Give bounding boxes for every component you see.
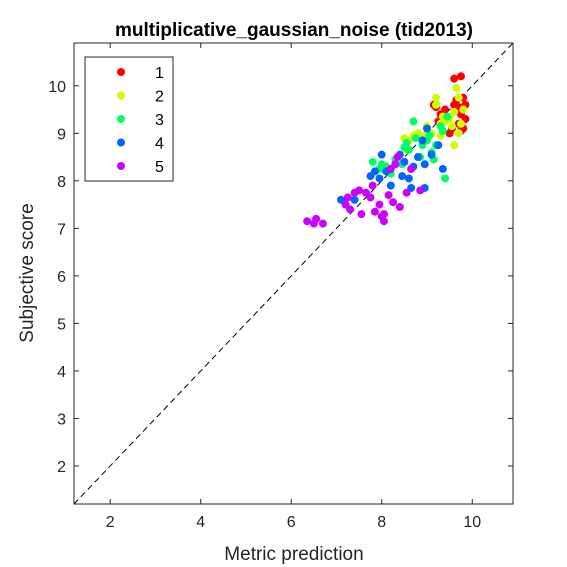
series-5-point — [318, 219, 327, 228]
legend-marker-1 — [117, 68, 125, 76]
series-4-point — [427, 150, 436, 159]
series-4-point — [350, 195, 359, 204]
series-3-point — [404, 145, 413, 154]
series-3-point — [441, 174, 450, 183]
legend-marker-2 — [117, 91, 125, 100]
series-5-point — [312, 214, 321, 223]
series-3-point — [402, 138, 411, 147]
series-3-point — [377, 160, 386, 169]
series-4-point — [438, 164, 447, 173]
legend-box — [84, 56, 174, 182]
series-1-point — [450, 74, 459, 83]
series-5-point — [357, 210, 366, 219]
series-2-point — [450, 107, 459, 116]
y-tick-label: 5 — [57, 316, 66, 333]
series-5-point — [416, 186, 425, 195]
legend-label-5: 5 — [155, 159, 164, 176]
y-tick-label: 6 — [57, 269, 66, 286]
series-1-point — [445, 129, 454, 138]
x-tick-label: 8 — [377, 514, 386, 531]
y-tick-label: 7 — [57, 221, 66, 238]
series-2-point — [450, 141, 459, 150]
legend-label-2: 2 — [155, 89, 164, 106]
series-5-point — [380, 217, 389, 226]
x-tick-label: 10 — [463, 514, 481, 531]
x-tick-label: 4 — [196, 514, 205, 531]
y-tick-label: 8 — [57, 174, 66, 191]
series-5-point — [395, 202, 404, 211]
y-tick-label: 4 — [57, 364, 66, 381]
x-tick-label: 6 — [287, 514, 296, 531]
series-3-point — [409, 117, 418, 126]
series-2-point — [454, 93, 463, 102]
x-axis-label: Metric prediction — [224, 544, 363, 565]
series-3-point — [438, 126, 447, 135]
legend-marker-4 — [117, 138, 125, 147]
series-5-point — [370, 207, 379, 216]
legend: 1 2 3 4 5 — [84, 56, 174, 182]
series-1-point — [450, 100, 459, 109]
legend-label-4: 4 — [155, 136, 164, 153]
series-4-point — [418, 136, 427, 145]
axis-ticks: 2 4 6 8 10 2 3 4 5 6 7 8 9 10 — [48, 43, 513, 531]
series-2-point — [459, 105, 468, 114]
plot-frame — [73, 42, 514, 505]
series-5-point — [346, 205, 355, 214]
series-5-point — [389, 198, 398, 207]
series-5-point — [368, 181, 377, 190]
y-axis-label: Subjective score — [17, 203, 38, 342]
series-5-point — [384, 191, 393, 200]
y-tick-label: 2 — [57, 459, 66, 476]
data-points — [303, 72, 470, 228]
series-5-point — [355, 186, 364, 195]
legend-label-3: 3 — [155, 112, 164, 129]
series-1-point — [456, 72, 465, 81]
y-tick-label: 3 — [57, 411, 66, 428]
series-2-point — [432, 100, 441, 109]
series-3-point — [443, 112, 452, 121]
series-4-point — [377, 150, 386, 159]
series-5-point — [380, 210, 389, 219]
series-5-point — [366, 193, 375, 202]
legend-marker-3 — [117, 115, 125, 123]
chart-title: multiplicative_gaussian_noise (tid2013) — [115, 20, 473, 41]
series-4-point — [398, 172, 407, 181]
series-4-point — [420, 160, 429, 169]
x-tick-label: 2 — [106, 514, 115, 531]
series-5-point — [303, 217, 312, 226]
series-2-point — [456, 119, 465, 128]
series-2-point — [432, 93, 441, 102]
series-3-point — [425, 131, 434, 140]
series-2-point — [454, 129, 463, 138]
y-tick-label: 10 — [48, 79, 66, 96]
legend-label-1: 1 — [155, 65, 164, 82]
series-3-point — [411, 134, 420, 143]
series-4-point — [423, 124, 432, 133]
series-4-point — [413, 153, 422, 162]
series-4-point — [400, 157, 409, 166]
series-5-point — [343, 193, 352, 202]
series-2-point — [452, 84, 461, 93]
series-5-point — [391, 160, 400, 169]
legend-marker-5 — [117, 162, 125, 170]
series-5-point — [393, 153, 402, 162]
series-1-point — [441, 105, 450, 114]
series-4-point — [386, 181, 395, 190]
series-2-point — [447, 122, 456, 131]
series-5-point — [375, 200, 384, 209]
series-4-point — [434, 141, 443, 150]
series-5-point — [407, 164, 416, 173]
series-4-point — [370, 167, 379, 176]
series-4-point — [404, 174, 413, 183]
series-4-point — [375, 174, 384, 183]
series-5-point — [402, 188, 411, 197]
y-tick-label: 9 — [57, 126, 66, 143]
series-3-point — [368, 157, 377, 166]
